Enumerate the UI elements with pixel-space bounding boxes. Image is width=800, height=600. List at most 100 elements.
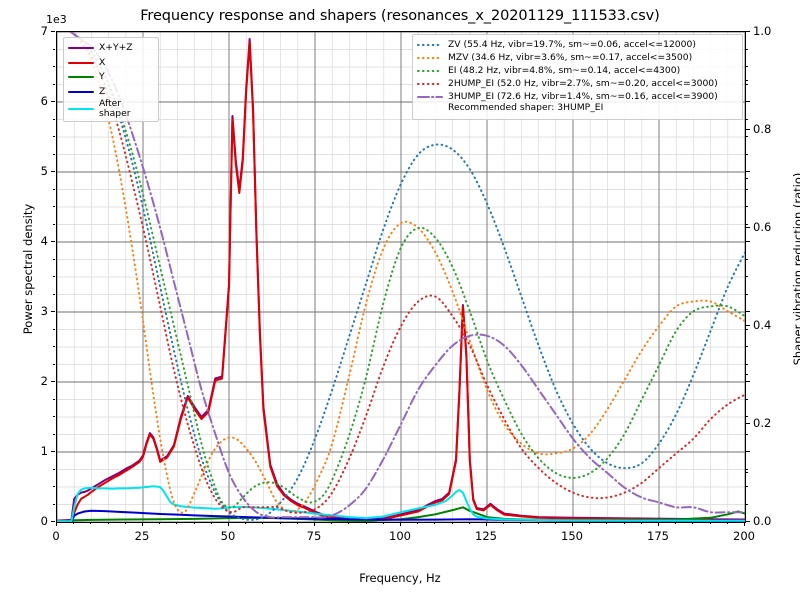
axis-tick	[193, 522, 195, 524]
axis-tick	[53, 153, 55, 155]
axis-tick	[159, 522, 161, 524]
legend-line-swatch-icon	[417, 66, 443, 76]
axis-tick	[262, 522, 264, 524]
axis-tick	[746, 188, 748, 190]
y-tick-label-right: 0.2	[753, 416, 772, 430]
legend-item-z[interactable]: Z	[68, 85, 153, 100]
y-tick-label-right: 0.0	[753, 514, 772, 528]
axis-tick	[746, 363, 748, 365]
axis-tick	[675, 522, 677, 524]
legend-line-swatch-icon	[417, 92, 443, 102]
axis-tick	[53, 48, 55, 50]
legend-line-swatch-icon	[68, 87, 94, 97]
y-axis-exponent-label: 1e3	[46, 13, 67, 26]
y-tick-label-right: 1.0	[753, 24, 772, 38]
axis-tick	[348, 522, 350, 524]
axis-tick	[53, 486, 55, 487]
axis-tick	[589, 522, 591, 524]
legend-item-mzv[interactable]: MZV (34.6 Hz, vibr=3.6%, sm~=0.17, accel…	[417, 51, 737, 64]
axis-tick	[726, 522, 728, 524]
legend-item-zv[interactable]: ZV (55.4 Hz, vibr=19.7%, sm~=0.06, accel…	[417, 38, 737, 51]
psd-legend: X+Y+Z X Y Z After shaper	[63, 37, 159, 123]
x-tick-label: 0	[52, 529, 60, 543]
axis-tick	[53, 328, 55, 330]
x-tick-label: 50	[220, 529, 236, 543]
axis-tick	[746, 241, 750, 242]
axis-tick	[746, 486, 748, 487]
y-axis-left-label: Power spectral density	[21, 203, 35, 335]
axis-tick	[746, 293, 748, 295]
axis-tick	[746, 468, 748, 470]
x-tick-label: 75	[306, 529, 322, 543]
axis-tick	[746, 66, 748, 67]
axis-tick	[53, 118, 55, 120]
legend-line-swatch-icon	[68, 104, 94, 114]
legend-item-label: EI (48.2 Hz, vibr=4.8%, sm~=0.14, accel<…	[448, 64, 681, 76]
axis-tick	[176, 522, 178, 524]
legend-item-label: X	[99, 56, 106, 68]
y-tick-label-left: 0	[40, 514, 48, 528]
legend-item-x-y-z[interactable]: X+Y+Z	[68, 41, 153, 56]
legend-item-after-shaper[interactable]: After shaper	[68, 99, 153, 118]
legend-line-swatch-icon	[68, 72, 94, 82]
y-tick-label-left: 5	[40, 164, 48, 178]
y-tick-label-left: 4	[40, 234, 48, 248]
axis-tick	[746, 129, 750, 130]
axis-tick	[53, 223, 55, 225]
y-tick-label-left: 6	[40, 94, 48, 108]
legend-item-label: After shaper	[99, 98, 131, 119]
axis-tick	[53, 136, 55, 137]
legend-item-label: ZV (55.4 Hz, vibr=19.7%, sm~=0.06, accel…	[448, 38, 696, 50]
axis-tick	[746, 118, 748, 120]
shaper-series-group	[69, 32, 745, 521]
legend-item-2hump-ei[interactable]: 2HUMP_EI (52.0 Hz, vibr=2.7%, sm~=0.20, …	[417, 77, 737, 90]
axis-tick	[537, 522, 539, 524]
legend-item-x[interactable]: X	[68, 56, 153, 71]
axis-tick	[746, 258, 748, 260]
axis-tick	[51, 241, 55, 242]
legend-item-3hump-ei[interactable]: 3HUMP_EI (72.6 Hz, vibr=1.4%, sm~=0.16, …	[417, 90, 737, 103]
axis-tick	[623, 522, 625, 524]
axis-tick	[400, 522, 401, 526]
y-axis-right-label: Shaper vibration reduction (ratio)	[791, 172, 800, 366]
axis-tick	[53, 416, 55, 417]
axis-tick	[503, 522, 505, 524]
axis-tick	[51, 171, 55, 172]
axis-tick	[314, 522, 315, 526]
x-tick-label: 100	[389, 529, 411, 543]
axis-tick	[746, 136, 748, 137]
axis-tick	[124, 522, 126, 524]
axis-tick	[746, 346, 748, 347]
axis-tick	[746, 451, 750, 452]
legend-item-label: 3HUMP_EI (72.6 Hz, vibr=1.4%, sm~=0.16, …	[448, 90, 718, 102]
legend-item-y[interactable]: Y	[68, 70, 153, 85]
legend-item-label: Y	[99, 71, 105, 83]
axis-tick	[53, 66, 55, 67]
x-tick-label: 150	[561, 529, 583, 543]
axis-tick	[746, 80, 748, 81]
x-tick-label: 125	[475, 529, 497, 543]
axis-tick	[279, 522, 281, 524]
legend-item-label: Z	[99, 85, 106, 97]
axis-tick	[744, 522, 745, 526]
legend-item-label: 2HUMP_EI (52.0 Hz, vibr=2.7%, sm~=0.20, …	[448, 77, 718, 89]
legend-item-label: X+Y+Z	[99, 42, 133, 54]
axis-tick	[520, 522, 522, 524]
axis-tick	[53, 346, 55, 347]
axis-tick	[365, 522, 367, 524]
axis-tick	[51, 101, 55, 102]
x-axis-label: Frequency, Hz	[359, 571, 441, 585]
axis-tick	[53, 293, 55, 295]
x-tick-label: 200	[733, 529, 755, 543]
page-title: Frequency response and shapers (resonanc…	[140, 8, 660, 24]
axis-tick	[554, 522, 556, 524]
legend-item-ei[interactable]: EI (48.2 Hz, vibr=4.8%, sm~=0.14, accel<…	[417, 64, 737, 77]
axis-tick	[709, 522, 711, 524]
axis-tick	[434, 522, 436, 524]
axis-tick	[53, 363, 55, 365]
axis-tick	[572, 522, 573, 526]
psd-series-group	[57, 38, 745, 522]
axis-tick	[746, 325, 750, 326]
axis-tick	[746, 374, 748, 375]
legend-line-swatch-icon	[417, 40, 443, 50]
